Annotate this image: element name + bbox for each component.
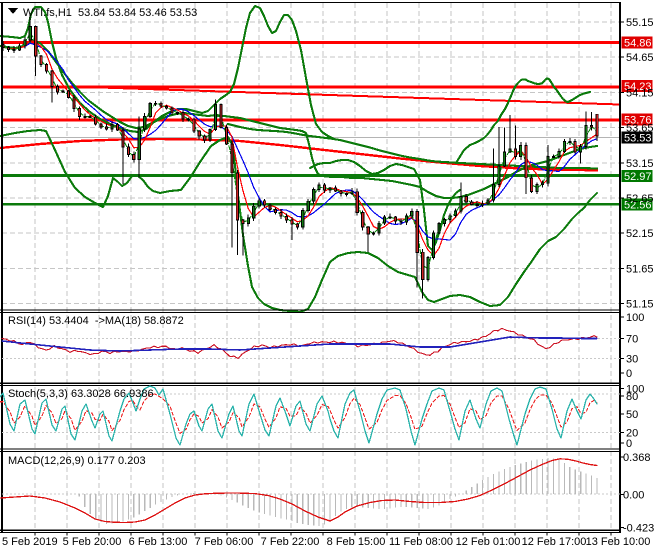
svg-text:WTI.fs,H1 53.84 53.84 53.46 5: WTI.fs,H1 53.84 53.84 53.46 53.53 — [23, 7, 197, 19]
svg-text:51.65: 51.65 — [626, 263, 654, 275]
svg-text:52.97: 52.97 — [624, 171, 652, 183]
svg-text:53.76: 53.76 — [624, 115, 652, 127]
svg-text:54.15: 54.15 — [626, 87, 654, 99]
svg-text:70: 70 — [626, 334, 638, 346]
svg-text:54.86: 54.86 — [624, 38, 652, 50]
svg-text:51.15: 51.15 — [626, 299, 654, 311]
svg-text:100: 100 — [626, 384, 644, 396]
svg-text:0: 0 — [626, 438, 632, 450]
svg-text:0.00: 0.00 — [623, 490, 644, 502]
svg-text:7 Feb 22:00: 7 Feb 22:00 — [261, 536, 320, 548]
svg-text:55.15: 55.15 — [626, 17, 654, 29]
svg-text:12 Feb 17:00: 12 Feb 17:00 — [522, 536, 587, 548]
svg-text:20: 20 — [626, 428, 638, 440]
svg-text:53.65: 53.65 — [626, 123, 654, 135]
svg-text:6 Feb 13:00: 6 Feb 13:00 — [129, 536, 188, 548]
svg-text:5 Feb 2019: 5 Feb 2019 — [2, 536, 58, 548]
svg-text:53.53: 53.53 — [624, 133, 652, 145]
svg-text:54.65: 54.65 — [626, 52, 654, 64]
svg-text:52.56: 52.56 — [624, 200, 652, 212]
svg-text:-0.423: -0.423 — [623, 523, 654, 535]
svg-text:MACD(12,26,9) 0.177 0.203: MACD(12,26,9) 0.177 0.203 — [8, 455, 146, 467]
svg-text:50: 50 — [626, 409, 638, 421]
svg-text:8 Feb 15:00: 8 Feb 15:00 — [327, 536, 386, 548]
svg-text:53.15: 53.15 — [626, 158, 654, 170]
svg-text:5 Feb 20:00: 5 Feb 20:00 — [63, 536, 122, 548]
svg-text:0: 0 — [626, 368, 632, 380]
svg-text:0.368: 0.368 — [623, 452, 651, 464]
svg-text:52.65: 52.65 — [626, 193, 654, 205]
svg-text:12 Feb 01:00: 12 Feb 01:00 — [456, 536, 521, 548]
svg-text:30: 30 — [626, 354, 638, 366]
svg-text:80: 80 — [626, 391, 638, 403]
svg-text:Stoch(5,3,3) 63.3028 66.9386: Stoch(5,3,3) 63.3028 66.9386 — [8, 388, 154, 400]
svg-text:54.23: 54.23 — [624, 81, 652, 93]
svg-text:11 Feb 08:00: 11 Feb 08:00 — [389, 536, 453, 548]
svg-text:7 Feb 06:00: 7 Feb 06:00 — [195, 536, 254, 548]
svg-text:13 Feb 10:00: 13 Feb 10:00 — [586, 536, 651, 548]
svg-text:RSI(14) 53.4404 ->MA(18) 58.8: RSI(14) 53.4404 ->MA(18) 58.8872 — [8, 315, 184, 327]
svg-text:52.15: 52.15 — [626, 228, 654, 240]
svg-text:100: 100 — [626, 312, 644, 324]
